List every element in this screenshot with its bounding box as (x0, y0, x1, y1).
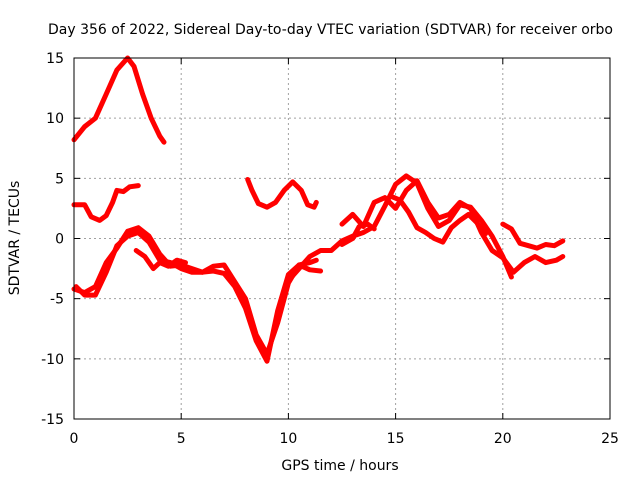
series-line-arc-2 (71, 183, 141, 223)
y-tick-label: 15 (46, 51, 64, 67)
x-tick-label: 10 (279, 431, 297, 447)
series-group (71, 55, 566, 364)
y-tick-label: 0 (55, 232, 64, 248)
series-line-arc-7 (285, 173, 514, 284)
series-line-arc-3 (71, 225, 319, 357)
series-line-arc-10 (500, 221, 566, 251)
y-tick-label: -5 (50, 292, 64, 308)
x-tick-label: 20 (494, 431, 512, 447)
y-tick-label: -15 (41, 412, 64, 428)
series-line-arc-9 (388, 193, 489, 245)
series-line-arc-8 (339, 178, 566, 275)
series-line-arc-6 (245, 177, 319, 210)
grid (74, 58, 610, 419)
series-line-arc-4 (73, 230, 324, 364)
x-tick-label: 5 (177, 431, 186, 447)
series-line-arc-1 (71, 55, 167, 145)
series-line-arc-5 (133, 248, 188, 272)
x-tick-label: 15 (387, 431, 405, 447)
x-tick-label: 25 (601, 431, 619, 447)
x-axis-label: GPS time / hours (281, 458, 398, 474)
series-line-arc-11 (339, 221, 377, 247)
y-axis-label: SDTVAR / TECUs (7, 181, 23, 296)
ticks: 0 5 10 15 20 25 -15 -10 -5 0 5 10 15 (41, 51, 619, 447)
y-tick-label: 5 (55, 171, 64, 187)
y-tick-label: 10 (46, 111, 64, 127)
y-tick-label: -10 (41, 352, 64, 368)
chart-title: Day 356 of 2022, Sidereal Day-to-day VTE… (48, 22, 613, 38)
x-tick-label: 0 (70, 431, 79, 447)
